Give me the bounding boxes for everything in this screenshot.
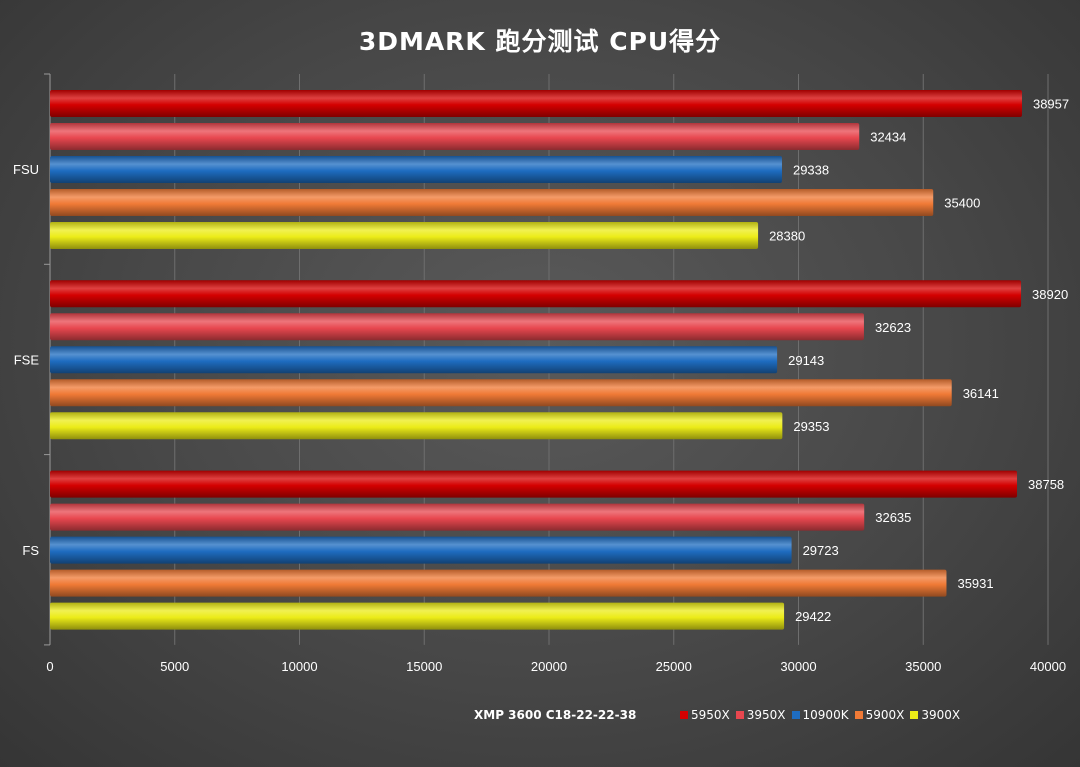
chart-title: 3DMARK 跑分测试 CPU得分: [358, 27, 722, 56]
x-tick-label: 0: [46, 659, 53, 674]
bar-3900x: [50, 222, 759, 249]
category-label: FS: [22, 543, 39, 558]
legend-swatch: [854, 711, 863, 719]
x-tick-label: 20000: [531, 659, 567, 674]
data-label: 32623: [875, 320, 911, 335]
legend-item-10900k: 10900K: [791, 708, 849, 722]
data-label: 38920: [1032, 287, 1068, 302]
data-label: 38758: [1028, 477, 1064, 492]
x-tick-label: 25000: [656, 659, 692, 674]
x-tick-label: 5000: [160, 659, 189, 674]
legend-swatch: [791, 711, 800, 719]
bar-5900x: [50, 189, 934, 216]
bar-3900x: [50, 602, 785, 630]
category-label: FSE: [14, 352, 40, 367]
data-label: 29338: [793, 163, 829, 178]
bar-5950x: [50, 90, 1022, 117]
bar-chart: 0 5000 10000 15000 20000 25000 30000 35000 40000…: [13, 73, 1069, 674]
legend-label: 5950X: [691, 708, 730, 722]
bar-3950x: [50, 313, 864, 341]
bar-3950x: [50, 123, 860, 150]
data-label: 35931: [957, 576, 993, 591]
bar-10900k: [50, 346, 778, 374]
legend-label: 3900X: [921, 708, 961, 722]
legend-swatch: [910, 711, 919, 719]
x-tick-label: 35000: [905, 659, 941, 674]
data-label: 29422: [795, 609, 831, 624]
legend-label: 3950X: [746, 708, 786, 722]
legend-swatch: [680, 711, 688, 719]
data-label: 28380: [769, 229, 805, 244]
data-label: 29723: [803, 543, 839, 558]
data-label: 29143: [788, 353, 824, 368]
data-label: 32635: [875, 510, 911, 525]
category-label: FSU: [13, 162, 39, 177]
legend: 5950X 3950X 10900K 5900X 3900X: [680, 708, 966, 722]
bar-5900x: [50, 379, 952, 407]
legend-label: 10900K: [802, 708, 849, 722]
legend-label: 5900X: [865, 708, 905, 722]
legend-item-3950x: 3950X: [735, 708, 786, 722]
data-label: 32434: [870, 130, 906, 145]
bar-5950x: [50, 470, 1018, 498]
bar-3900x: [50, 412, 783, 440]
bar-5900x: [50, 569, 947, 597]
legend-swatch: [735, 711, 744, 719]
x-tick-label: 15000: [406, 659, 442, 674]
x-tick-label: 30000: [780, 659, 816, 674]
data-label: 36141: [963, 386, 999, 401]
bar-3950x: [50, 503, 865, 531]
data-label: 29353: [793, 419, 829, 434]
bar-5950x: [50, 280, 1022, 308]
data-label: 38957: [1033, 97, 1069, 112]
legend-item-5900x: 5900X: [854, 708, 905, 722]
legend-item-3900x: 3900X: [910, 708, 960, 722]
legend-item-5950x: 5950X: [680, 708, 730, 722]
data-label: 35400: [944, 196, 980, 211]
x-tick-label: 10000: [281, 659, 317, 674]
x-tick-label: 40000: [1030, 659, 1066, 674]
bar-10900k: [50, 156, 782, 183]
chart-footer: XMP 3600 C18-22-22-38 5950X 3950X 10900K…: [0, 706, 1080, 728]
bar-10900k: [50, 536, 792, 564]
chart-note: XMP 3600 C18-22-22-38: [474, 708, 637, 722]
